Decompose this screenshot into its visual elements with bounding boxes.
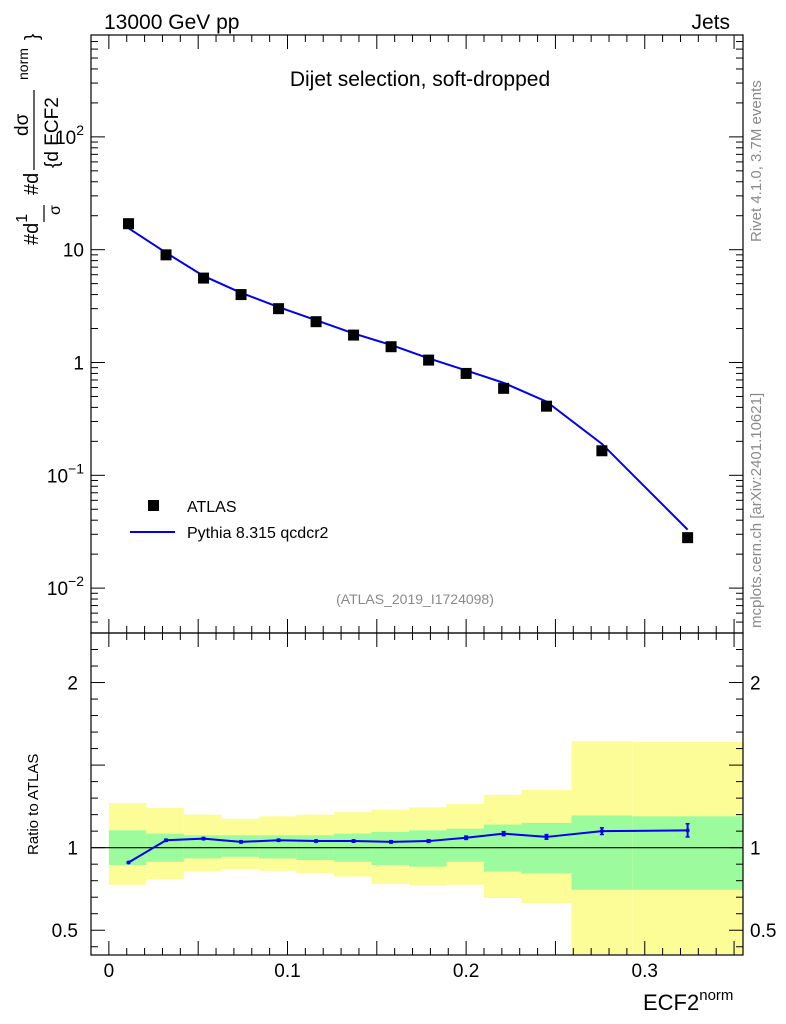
- svg-text:σ: σ: [47, 205, 64, 215]
- inner-band-bin: [408, 830, 447, 867]
- inner-band-bin: [221, 835, 259, 857]
- svg-text:#d: #d: [21, 173, 43, 195]
- inner-band-bin: [446, 828, 484, 862]
- ratio-point: [164, 838, 169, 843]
- data-point: [596, 445, 608, 457]
- main-y-axis-label: #d1 σ #d dσ {d ECF2 norm }: [12, 34, 64, 245]
- ratio-point: [239, 839, 244, 844]
- ratio-point: [464, 835, 469, 840]
- data-point: [310, 316, 322, 328]
- ratio-y-tick-label-left: 2: [67, 674, 78, 695]
- header-right: Jets: [691, 11, 730, 34]
- main-frame: [90, 34, 744, 634]
- data-point: [273, 303, 285, 315]
- ratio-mc-group: [126, 822, 690, 865]
- rivet-label: Rivet 4.1.0, 3.7M events: [748, 80, 765, 242]
- ratio-point: [389, 839, 394, 844]
- ratio-y-tick-label-left: 0.5: [52, 921, 78, 942]
- svg-text:dσ: dσ: [12, 113, 33, 136]
- svg-text:}: }: [22, 34, 43, 40]
- data-point: [682, 532, 694, 544]
- y-tick-label: 10−1: [47, 460, 84, 487]
- data-point: [460, 367, 472, 379]
- ratio-y-tick-label-right: 0.5: [750, 921, 776, 942]
- legend-mc-label: Pythia 8.315 qcdcr2: [187, 525, 329, 542]
- axis-frames: [90, 34, 744, 956]
- data-point: [160, 249, 172, 261]
- ratio-y-axis-label: Ratio to ATLAS: [25, 754, 42, 855]
- ratio-y-tick-label-left: 1: [67, 839, 78, 860]
- ratio-point: [201, 836, 206, 841]
- x-tick-label: 0.3: [632, 961, 658, 982]
- legend-atlas-marker: [148, 500, 159, 511]
- data-point: [423, 354, 435, 366]
- data-point: [541, 400, 553, 412]
- ratio-frame: [90, 632, 744, 956]
- mc-curve: [127, 227, 689, 531]
- ratio-y-tick-label-right: 1: [750, 839, 761, 860]
- svg-text:norm: norm: [15, 48, 31, 80]
- ratio-point: [544, 834, 549, 839]
- mcplots-label: mcplots.cern.ch [arXiv:2401.10621]: [748, 393, 765, 628]
- data-point: [385, 341, 397, 353]
- inner-band-bin: [371, 831, 409, 866]
- ratio-point: [314, 839, 319, 844]
- inner-band-bin: [571, 815, 633, 890]
- x-tick-label: 0: [104, 961, 115, 982]
- svg-text:{d ECF2: {d ECF2: [42, 97, 63, 168]
- legend: ATLAS Pythia 8.315 qcdcr2: [130, 499, 329, 542]
- inner-band-bin: [183, 835, 222, 859]
- ratio-point: [426, 839, 431, 844]
- plot-title: Dijet selection, soft-dropped: [290, 68, 550, 91]
- legend-atlas-label: ATLAS: [187, 499, 237, 516]
- ratio-point: [126, 860, 131, 865]
- data-point: [498, 382, 510, 394]
- x-tick-label: 0.2: [453, 961, 479, 982]
- ratio-point: [501, 831, 506, 836]
- ratio-point: [276, 838, 281, 843]
- data-points-group: [123, 218, 694, 544]
- svg-text:#d1: #d1: [14, 214, 43, 245]
- header-left: 13000 GeV pp: [104, 11, 239, 34]
- y-tick-label: 10: [63, 241, 84, 262]
- y-tick-label: 10−2: [47, 573, 84, 600]
- analysis-id: (ATLAS_2019_I1724098): [336, 591, 494, 607]
- y-tick-label: 102: [55, 122, 84, 149]
- x-axis-label: ECF2norm: [643, 987, 733, 1015]
- ratio-y-tick-label-right: 2: [750, 674, 761, 695]
- y-tick-label: 1: [73, 353, 84, 374]
- data-point: [348, 329, 360, 341]
- data-point: [198, 272, 210, 284]
- data-point: [123, 218, 135, 230]
- axis-ticks: 0 0.1 0.2 0.3 10−2 10−1 1 10 102 0.5 0.5 1 1 2 2: [47, 34, 776, 982]
- data-point: [235, 289, 247, 301]
- ratio-point: [351, 839, 356, 844]
- ratio-point: [685, 828, 690, 833]
- ratio-mc-line: [128, 829, 688, 864]
- ratio-point: [599, 829, 604, 834]
- x-tick-label: 0.1: [274, 961, 300, 982]
- mc-curve-group: [127, 227, 689, 531]
